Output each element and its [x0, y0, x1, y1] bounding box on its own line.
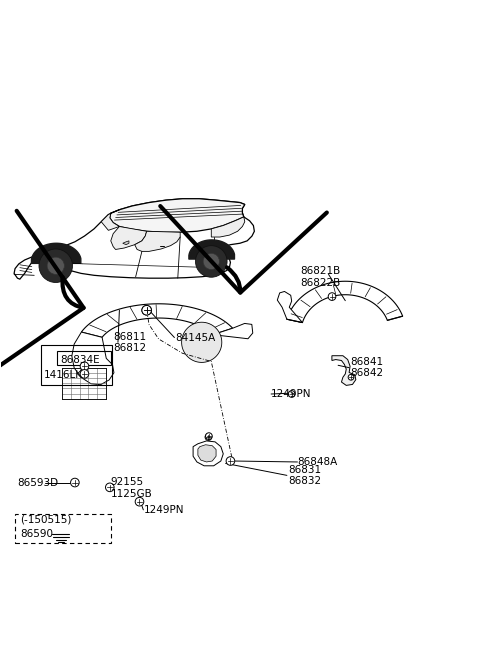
Circle shape	[142, 305, 152, 315]
Circle shape	[203, 253, 219, 269]
Text: 86841
86842: 86841 86842	[350, 357, 383, 379]
Polygon shape	[332, 356, 356, 385]
Polygon shape	[82, 304, 233, 337]
Circle shape	[288, 390, 295, 398]
Text: 86811
86812: 86811 86812	[113, 332, 146, 353]
Polygon shape	[101, 210, 120, 230]
Polygon shape	[181, 322, 222, 362]
Polygon shape	[135, 232, 180, 251]
Text: 86590: 86590	[20, 529, 53, 539]
Text: 86831
86832: 86831 86832	[288, 464, 321, 486]
Text: 86848A: 86848A	[298, 457, 338, 467]
Text: 86593D: 86593D	[17, 477, 59, 487]
Circle shape	[80, 362, 89, 371]
Text: 1249PN: 1249PN	[144, 505, 185, 515]
Circle shape	[106, 483, 114, 492]
Text: 92155
1125GB: 92155 1125GB	[111, 477, 153, 499]
Text: 84145A: 84145A	[175, 332, 216, 343]
Circle shape	[195, 246, 227, 277]
Circle shape	[135, 498, 144, 506]
Text: 1249PN: 1249PN	[271, 389, 312, 399]
Text: 86834E: 86834E	[60, 354, 100, 364]
Polygon shape	[111, 226, 147, 249]
Polygon shape	[193, 441, 223, 466]
Text: (-150515): (-150515)	[20, 515, 71, 525]
Text: 86821B
86822B: 86821B 86822B	[300, 266, 340, 288]
Circle shape	[47, 257, 64, 274]
Circle shape	[71, 478, 79, 487]
Circle shape	[226, 456, 235, 465]
Text: 1416LK: 1416LK	[44, 370, 83, 380]
Polygon shape	[277, 292, 302, 322]
Circle shape	[39, 249, 72, 283]
Circle shape	[328, 293, 336, 300]
Bar	[57, 351, 111, 366]
FancyArrowPatch shape	[160, 206, 327, 292]
Polygon shape	[72, 332, 114, 385]
Polygon shape	[213, 324, 253, 339]
Polygon shape	[287, 281, 403, 322]
Bar	[41, 345, 112, 385]
Polygon shape	[198, 445, 216, 462]
Circle shape	[80, 370, 89, 378]
Circle shape	[348, 374, 354, 380]
Circle shape	[205, 433, 212, 439]
FancyArrowPatch shape	[0, 211, 84, 375]
Circle shape	[205, 434, 212, 440]
Polygon shape	[110, 199, 245, 232]
Polygon shape	[211, 217, 245, 237]
Polygon shape	[123, 241, 129, 245]
Polygon shape	[14, 199, 254, 279]
Circle shape	[142, 305, 152, 315]
